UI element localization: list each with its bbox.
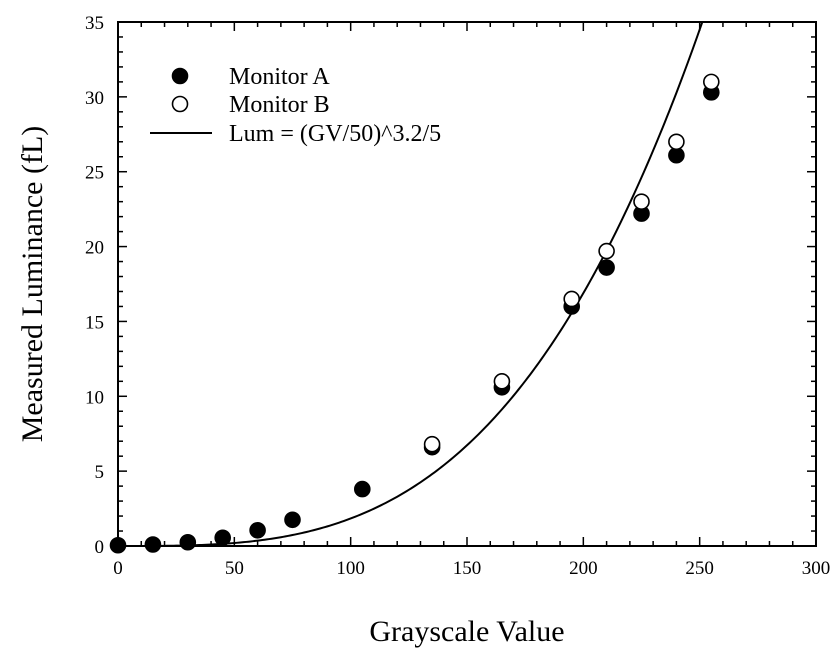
legend-open-marker: [171, 95, 189, 113]
y-tick-label: 5: [95, 462, 105, 483]
x-tick-label: 50: [225, 558, 244, 579]
x-tick-label: 200: [569, 558, 598, 579]
x-tick-label: 150: [453, 558, 482, 579]
y-tick-label: 30: [85, 88, 104, 109]
x-tick-label: 0: [113, 558, 123, 579]
y-tick-label: 25: [85, 163, 104, 184]
monitor-b-point: [563, 290, 581, 308]
monitor-b-point: [633, 193, 650, 210]
legend-label: Lum = (GV/50)^3.2/5: [229, 121, 441, 147]
y-tick-label: 0: [95, 537, 105, 558]
y-tick-label: 20: [85, 238, 104, 259]
y-axis-title: Measured Luminance (fL): [16, 126, 49, 443]
monitor-a-point: [109, 536, 127, 554]
x-tick-label: 100: [336, 558, 365, 579]
axis-ticks: [117, 21, 817, 547]
series-layer: [109, 22, 720, 554]
x-axis-title: Grayscale Value: [369, 615, 564, 648]
monitor-a-point: [179, 533, 197, 551]
y-tick-label: 15: [85, 312, 104, 333]
monitor-a-point: [353, 480, 371, 498]
monitor-a-point: [284, 511, 301, 529]
fit-curve-line: [118, 22, 704, 546]
monitor-b-point: [668, 133, 685, 151]
y-tick-label: 35: [85, 13, 104, 34]
x-tick-label: 300: [802, 558, 831, 579]
tick-labels: 0 50 100 150 200 250 300 0 5 10 15 20 25 30 35: [85, 13, 830, 579]
legend-filled-marker: [171, 67, 189, 85]
monitor-b-point: [598, 242, 615, 260]
monitor-a-point: [598, 259, 615, 276]
monitor-a-point: [249, 521, 266, 539]
monitor-b-point: [423, 435, 441, 453]
monitor-a-point: [144, 536, 162, 553]
monitor-b-point: [702, 73, 720, 91]
monitor-a-point: [214, 529, 231, 547]
y-tick-label: 10: [85, 387, 104, 408]
monitor-b-point: [493, 373, 511, 390]
x-tick-label: 250: [685, 558, 714, 579]
legend-label: Monitor B: [229, 92, 330, 118]
legend-label: Monitor A: [229, 64, 330, 90]
